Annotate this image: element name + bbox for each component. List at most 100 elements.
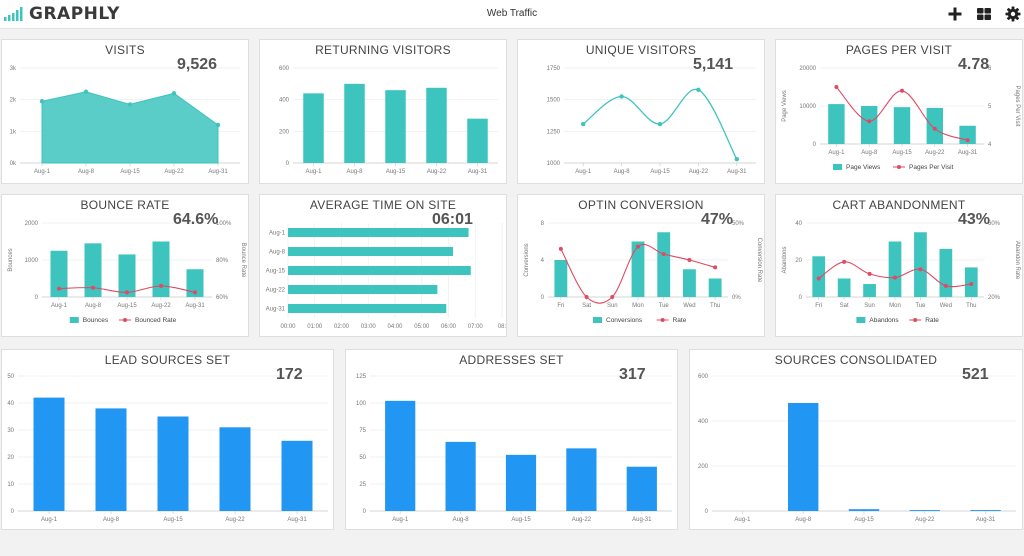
bar bbox=[219, 427, 251, 511]
y-tick-label: 125 bbox=[356, 374, 367, 380]
x-tick-label: Aug-31 bbox=[287, 517, 307, 523]
y-tick-label: 50 bbox=[7, 374, 14, 380]
visits-card[interactable]: 0k 1k 2k 3k Aug-1 Aug-8 Aug-15 Aug-22 Aug-31 VISI… bbox=[1, 39, 249, 184]
grid-icon[interactable] bbox=[975, 5, 993, 23]
unique-visitors-card[interactable]: 1000 1250 1500 1750 Aug-1 Aug-8 Aug-15 Aug-22 Au… bbox=[517, 39, 765, 184]
cart-abandonment-card[interactable]: 0 20 40 Fri Sat Sun Mon Tue Wed Thu 20% 60% Abandons… bbox=[775, 194, 1023, 337]
x-tick-label: Aug-1 bbox=[734, 517, 751, 523]
legend-swatch bbox=[593, 317, 602, 323]
x-tick-label: 03:00 bbox=[361, 324, 377, 330]
bar bbox=[281, 440, 313, 511]
legend-label: Bounces bbox=[83, 317, 109, 324]
y2-tick-label: 0% bbox=[732, 295, 741, 301]
y-tick-label: 50 bbox=[359, 455, 366, 461]
bar bbox=[303, 93, 324, 163]
optin-conversion-value: 47% bbox=[701, 211, 734, 228]
data-point bbox=[965, 138, 970, 143]
y-tick-label: 400 bbox=[698, 419, 709, 425]
bar bbox=[95, 408, 127, 511]
y-tick-label: Aug-22 bbox=[266, 288, 286, 294]
bar bbox=[385, 90, 406, 163]
bar bbox=[626, 466, 657, 511]
bar bbox=[893, 107, 911, 144]
top-bar: GRAPHLY Web Traffic bbox=[0, 0, 1024, 29]
x-tick-label: Tue bbox=[915, 303, 926, 309]
x-tick-label: Aug-15 bbox=[120, 169, 140, 175]
x-tick-label: Sat bbox=[582, 303, 591, 309]
x-tick-label: Wed bbox=[940, 303, 952, 309]
average-time-on-site-card[interactable]: 00:00 01:00 02:00 03:00 04:00 05:00 06:00 07:00… bbox=[259, 194, 507, 337]
line-series bbox=[582, 88, 738, 160]
bar bbox=[683, 269, 696, 297]
pages-per-visit-chart: 0 10000 20000 Aug-1 Aug-8 Aug-15 Aug-22 Aug-31 4… bbox=[782, 66, 1020, 171]
y-tick-label: 4 bbox=[541, 258, 545, 264]
x-tick-label: Aug-22 bbox=[689, 169, 709, 175]
y-tick-label: 100 bbox=[356, 401, 367, 407]
data-point bbox=[83, 89, 89, 94]
y2-tick-label: 80% bbox=[216, 258, 229, 264]
bar bbox=[118, 254, 136, 297]
y-tick-label: Aug-15 bbox=[266, 269, 286, 275]
y2-axis-label: Abandon Rate bbox=[1014, 241, 1020, 280]
bar bbox=[50, 250, 68, 297]
x-tick-label: Fri bbox=[815, 303, 822, 309]
x-tick-label: Aug-15 bbox=[854, 517, 874, 523]
data-point bbox=[127, 102, 133, 107]
data-point bbox=[918, 267, 923, 272]
data-point bbox=[713, 265, 718, 270]
bar bbox=[84, 243, 102, 297]
x-tick-label: 05:00 bbox=[414, 324, 430, 330]
x-tick-label: Sun bbox=[864, 303, 875, 309]
data-point bbox=[57, 286, 61, 291]
bar bbox=[631, 241, 645, 297]
data-point bbox=[696, 87, 701, 93]
visits-value: 9,526 bbox=[177, 56, 218, 73]
lead-sources-set-card[interactable]: 0 10 20 30 40 50 Aug-1 Aug-8 Aug-15 Aug-22 Aug-31 L… bbox=[1, 349, 334, 530]
x-tick-label: Aug-1 bbox=[51, 303, 68, 309]
legend-label: Pages Per Visit bbox=[909, 164, 954, 171]
x-tick-label: Aug-31 bbox=[632, 517, 652, 523]
x-tick-label: Tue bbox=[659, 303, 670, 309]
bounce-rate-value: 64.6% bbox=[173, 211, 219, 228]
x-tick-label: Aug-8 bbox=[795, 517, 812, 523]
x-tick-label: 01:00 bbox=[307, 324, 323, 330]
y-tick-label: 20 bbox=[7, 455, 14, 461]
bar bbox=[914, 232, 927, 297]
optin-conversion-card[interactable]: 0 4 8 Fri Sat Sun Mon Tue Wed Thu 0% 50% Conversions… bbox=[517, 194, 765, 337]
pages-per-visit-card[interactable]: 0 10000 20000 Aug-1 Aug-8 Aug-15 Aug-22 Aug-31 4… bbox=[775, 39, 1023, 184]
unique-visitors-value: 5,141 bbox=[693, 56, 734, 73]
data-point bbox=[159, 283, 163, 288]
bounce-rate-title: BOUNCE RATE bbox=[80, 198, 170, 212]
x-tick-label: Aug-8 bbox=[861, 150, 878, 156]
addresses-set-card[interactable]: 0 25 50 75 100 125 Aug-1 Aug-8 Aug-15 Aug-22 Aug-3… bbox=[345, 349, 678, 530]
average-time-on-site-chart: 00:00 01:00 02:00 03:00 04:00 05:00 06:00 07:00… bbox=[266, 223, 506, 330]
y-tick-label: 0 bbox=[541, 295, 545, 301]
bar bbox=[848, 509, 880, 511]
unique-visitors-title: UNIQUE VISITORS bbox=[585, 43, 697, 57]
y-tick-label: 10000 bbox=[799, 104, 816, 110]
gear-icon[interactable] bbox=[1004, 5, 1022, 23]
y-tick-label: 0 bbox=[286, 161, 290, 167]
y-tick-label: 2000 bbox=[25, 221, 39, 227]
area-series bbox=[41, 91, 219, 164]
bounce-rate-card[interactable]: 0 1000 2000 Aug-1 Aug-8 Aug-15 Aug-22 Aug-31 60%… bbox=[1, 194, 249, 337]
bar bbox=[288, 247, 453, 256]
y-axis-label: Abandons bbox=[782, 246, 788, 273]
x-tick-label: 04:00 bbox=[387, 324, 403, 330]
data-point bbox=[687, 258, 692, 262]
x-tick-label: Aug-31 bbox=[468, 169, 488, 175]
sources-consolidated-card[interactable]: 0 200 400 600 Aug-1 Aug-8 Aug-15 Aug-22 Aug-31 SO… bbox=[689, 349, 1023, 530]
y-tick-label: 0 bbox=[705, 509, 709, 515]
bar bbox=[657, 232, 671, 297]
returning-visitors-title: RETURNING VISITORS bbox=[315, 43, 451, 57]
sources-consolidated-chart: 0 200 400 600 Aug-1 Aug-8 Aug-15 Aug-22 Aug-31 bbox=[698, 374, 1016, 523]
data-point bbox=[932, 126, 937, 131]
y-tick-label: Aug-31 bbox=[266, 307, 286, 313]
bar bbox=[186, 269, 204, 297]
x-tick-label: Aug-1 bbox=[305, 169, 322, 175]
x-tick-label: Aug-31 bbox=[208, 169, 228, 175]
returning-visitors-card[interactable]: 0 200 400 600 Aug-1 Aug-8 Aug-15 Aug-22 Aug-31 RE… bbox=[259, 39, 733, 184]
lead-sources-set-chart: 0 10 20 30 40 50 Aug-1 Aug-8 Aug-15 Aug-22 Aug-31 bbox=[7, 374, 328, 523]
bar bbox=[554, 260, 568, 297]
plus-icon[interactable] bbox=[946, 5, 964, 23]
